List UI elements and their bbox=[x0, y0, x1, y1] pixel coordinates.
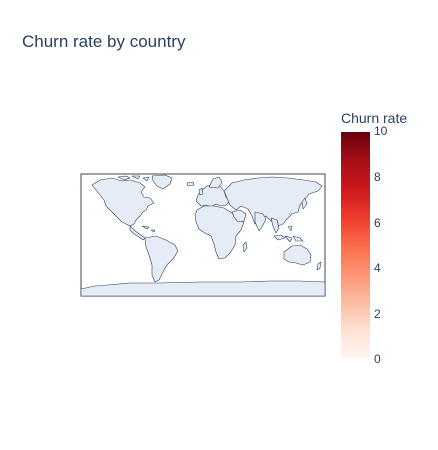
south-america bbox=[144, 235, 179, 283]
north-america bbox=[91, 177, 155, 227]
asia bbox=[223, 176, 323, 227]
africa bbox=[194, 205, 245, 260]
japan bbox=[301, 197, 308, 210]
antarctica bbox=[80, 280, 326, 297]
arctic-islands bbox=[117, 175, 150, 182]
colorbar-tick: 4 bbox=[374, 261, 381, 275]
central-america bbox=[129, 225, 146, 241]
greenland bbox=[151, 174, 173, 190]
new-zealand bbox=[316, 261, 322, 271]
iceland bbox=[186, 181, 195, 187]
colorbar-tick: 0 bbox=[374, 352, 381, 366]
colorbar-gradient bbox=[341, 132, 370, 358]
colorbar-tick: 8 bbox=[374, 170, 381, 184]
chart-title: Churn rate by country bbox=[22, 32, 186, 51]
arabia bbox=[231, 209, 247, 223]
indochina bbox=[270, 217, 280, 234]
colorbar-tick: 10 bbox=[374, 124, 388, 138]
indonesia bbox=[273, 225, 304, 243]
colorbar-tick: 6 bbox=[374, 216, 381, 230]
madagascar bbox=[242, 241, 248, 253]
caribbean bbox=[141, 225, 156, 233]
uk bbox=[198, 187, 204, 196]
scandinavia bbox=[208, 176, 223, 189]
colorbar-title: Churn rate bbox=[341, 110, 408, 126]
colorbar-tick: 2 bbox=[374, 307, 381, 321]
india bbox=[254, 211, 267, 232]
land-masses bbox=[80, 174, 326, 297]
australia bbox=[283, 244, 312, 266]
